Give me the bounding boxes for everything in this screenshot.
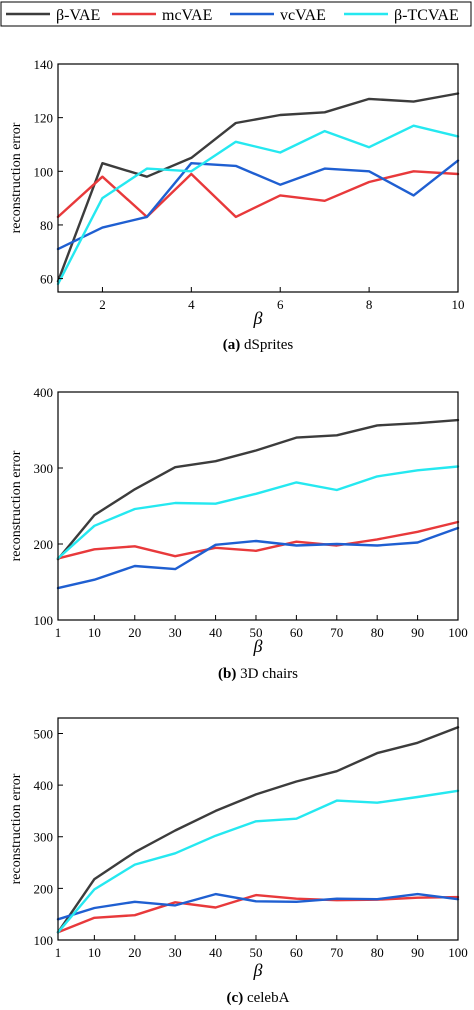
legend-label-3: β-TCVAE	[394, 7, 459, 24]
caption-letter: (a)	[223, 337, 241, 353]
x-tick-label-5: 50	[249, 945, 262, 960]
panel-c-celeba: 1 10 20 30 40 50 60 70 80 90 100 100 200 300 400 500 β re…	[9, 717, 468, 1006]
y-axis-label: reconstruction error	[9, 122, 24, 233]
plot-frame	[57, 391, 459, 621]
series-line-0	[56, 418, 460, 561]
panel-caption: (b) 3D chairs	[218, 666, 298, 682]
y-tick-label-1: 80	[40, 218, 53, 233]
x-tick-label-1: 10	[88, 625, 101, 640]
caption-dataset: celebA	[243, 990, 289, 1006]
x-tick-label-2: 20	[128, 625, 141, 640]
y-tick-label-2: 100	[34, 164, 54, 179]
legend-label-2: vcVAE	[280, 7, 326, 24]
x-tick-label-9: 90	[411, 945, 424, 960]
x-tick-label-6: 60	[290, 945, 303, 960]
x-tick-label-8: 80	[371, 625, 384, 640]
y-tick-label-3: 400	[34, 385, 54, 400]
x-tick-label-1: 4	[188, 297, 195, 312]
y-tick-label-4: 500	[34, 726, 54, 741]
series-line-3	[56, 789, 460, 934]
x-tick-label-0: 2	[99, 297, 106, 312]
x-tick-label-10: 100	[448, 945, 468, 960]
caption-dataset: 3D chairs	[236, 666, 298, 682]
caption-letter: (b)	[218, 666, 236, 682]
y-tick-label-1: 200	[34, 881, 54, 896]
x-tick-label-3: 8	[366, 297, 373, 312]
x-tick-label-8: 80	[371, 945, 384, 960]
x-tick-label-10: 100	[448, 625, 468, 640]
x-tick-label-0: 1	[55, 625, 62, 640]
series-line-2	[56, 159, 460, 251]
series-line-2	[56, 526, 460, 590]
y-axis-label: reconstruction error	[9, 450, 24, 561]
y-tick-label-1: 200	[34, 537, 54, 552]
x-axis-label: β	[253, 960, 263, 980]
plot-frame	[57, 63, 459, 293]
panel-b-3d-chairs: 1 10 20 30 40 50 60 70 80 90 100 100 200 300 400 β recon…	[9, 385, 468, 682]
x-tick-label-4: 10	[452, 297, 465, 312]
x-tick-label-9: 90	[411, 625, 424, 640]
y-tick-label-3: 400	[34, 778, 54, 793]
x-tick-label-3: 30	[169, 945, 182, 960]
x-tick-label-0: 1	[55, 945, 62, 960]
legend-label-1: mcVAE	[162, 7, 212, 24]
x-tick-label-2: 20	[128, 945, 141, 960]
series-line-1	[56, 170, 460, 219]
x-tick-label-4: 40	[209, 945, 222, 960]
x-tick-label-6: 60	[290, 625, 303, 640]
y-tick-label-4: 140	[34, 57, 54, 72]
y-tick-label-2: 300	[34, 461, 54, 476]
y-tick-label-2: 300	[34, 830, 54, 845]
y-tick-label-0: 60	[40, 272, 53, 287]
caption-dataset: dSprites	[240, 337, 293, 353]
panel-caption: (c) celebA	[227, 990, 290, 1006]
x-axis-label: β	[253, 308, 263, 328]
y-tick-label-0: 100	[34, 933, 54, 948]
x-axis-label: β	[253, 636, 263, 656]
x-tick-label-5: 50	[249, 625, 262, 640]
series-line-0	[56, 92, 460, 283]
caption-letter: (c)	[227, 990, 244, 1006]
x-tick-label-3: 30	[169, 625, 182, 640]
x-tick-label-2: 6	[277, 297, 284, 312]
x-tick-label-4: 40	[209, 625, 222, 640]
legend-label-0: β-VAE	[56, 7, 100, 24]
panel-caption: (a) dSprites	[223, 337, 294, 353]
panel-a-dsprites: 2 4 6 8 10 60 80 100 120 140 β reconstruction error…	[9, 57, 465, 353]
y-axis-label: reconstruction error	[9, 773, 24, 884]
x-tick-label-7: 70	[330, 945, 343, 960]
plot-frame	[57, 717, 459, 941]
x-tick-label-1: 10	[88, 945, 101, 960]
y-tick-label-3: 120	[34, 111, 54, 126]
x-tick-label-7: 70	[330, 625, 343, 640]
series-line-3	[56, 124, 460, 286]
legend: β-VAE mcVAE vcVAE β-TCVAE	[0, 1, 472, 27]
y-tick-label-0: 100	[34, 613, 54, 628]
